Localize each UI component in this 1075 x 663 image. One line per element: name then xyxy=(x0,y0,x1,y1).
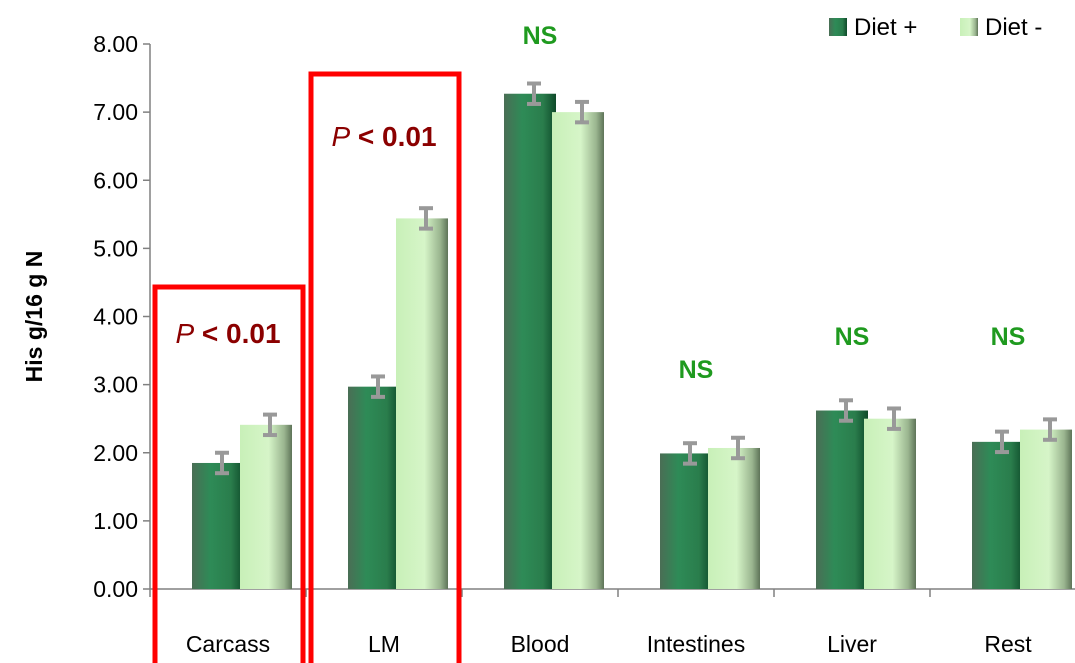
y-tick-label: 1.00 xyxy=(93,508,138,534)
bar-carcass-series-1 xyxy=(192,462,244,589)
y-tick-label: 4.00 xyxy=(93,304,138,330)
y-tick-label: 5.00 xyxy=(93,235,138,261)
annotation-ns-liver: NS xyxy=(835,323,870,351)
y-tick-label: 6.00 xyxy=(93,167,138,193)
y-tick-label: 0.00 xyxy=(93,576,138,602)
annotation-p-lm: P < 0.01 xyxy=(331,121,436,152)
annotation-ns-blood: NS xyxy=(523,22,558,50)
legend: Diet + Diet - xyxy=(829,14,1042,41)
bar-blood-series-1 xyxy=(504,93,556,589)
category-label-intestines: Intestines xyxy=(647,631,745,657)
labels: 0.00 1.00 2.00 3.00 4.00 5.00 6.00 7.00 8.00 His … xyxy=(21,22,1032,657)
bar-intestines-series-1 xyxy=(660,453,712,589)
highlight-boxes xyxy=(152,71,462,663)
legend-label-series-2: Diet - xyxy=(985,14,1042,41)
y-tick-label: 3.00 xyxy=(93,372,138,398)
y-tick-label: 8.00 xyxy=(93,31,138,57)
bars xyxy=(192,81,1072,589)
category-label-liver: Liver xyxy=(827,631,877,657)
bar-liver-series-1 xyxy=(816,410,868,589)
category-label-rest: Rest xyxy=(984,631,1032,657)
bar-blood-series-2 xyxy=(552,112,604,589)
bar-rest-series-1 xyxy=(972,441,1024,589)
category-label-blood: Blood xyxy=(511,631,570,657)
annotation-ns-intestines: NS xyxy=(679,356,714,384)
y-tick-label: 7.00 xyxy=(93,99,138,125)
bar-carcass-series-2 xyxy=(240,424,292,589)
bar-intestines-series-2 xyxy=(708,447,760,589)
category-label-lm: LM xyxy=(368,631,400,657)
legend-swatch-series-2 xyxy=(960,18,978,36)
bar-rest-series-2 xyxy=(1020,429,1072,589)
category-label-carcass: Carcass xyxy=(186,631,270,657)
highlight-box-carcass xyxy=(152,284,306,663)
y-axis-label: His g/16 g N xyxy=(21,251,47,383)
bar-liver-series-2 xyxy=(864,418,916,589)
y-tick-label: 2.00 xyxy=(93,440,138,466)
annotation-p-carcass: P < 0.01 xyxy=(175,318,280,349)
highlight-box-lm xyxy=(308,71,462,663)
annotation-ns-rest: NS xyxy=(991,323,1026,351)
legend-label-series-1: Diet + xyxy=(854,14,917,41)
bar-lm-series-1 xyxy=(348,386,400,589)
legend-swatch-series-1 xyxy=(829,18,847,36)
bar-lm-series-2 xyxy=(396,218,448,589)
